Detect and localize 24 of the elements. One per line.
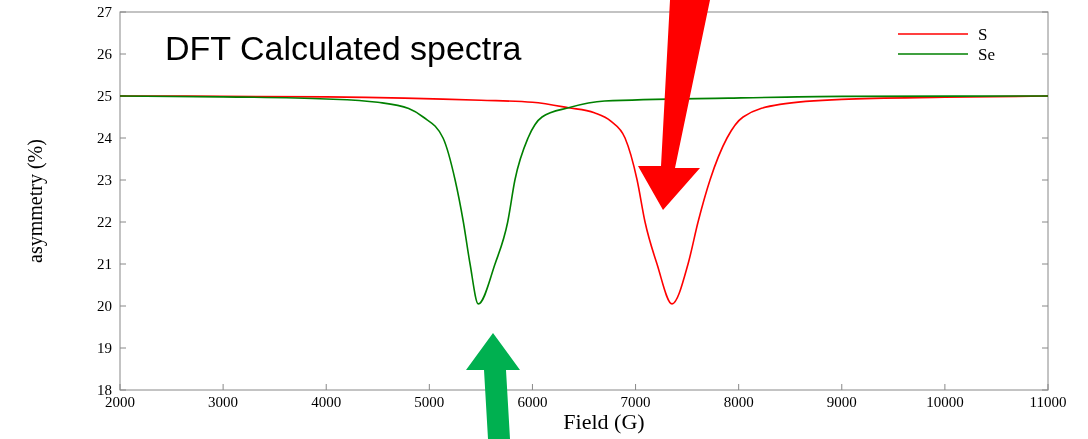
x-tick-label: 11000 — [1029, 394, 1067, 410]
y-tick-label: 23 — [97, 172, 112, 189]
y-tick-label: 25 — [97, 88, 112, 105]
y-tick-label: 24 — [97, 130, 113, 147]
x-tick-label: 3000 — [208, 394, 239, 410]
legend-label: Se — [978, 44, 995, 64]
y-tick-label: 26 — [97, 46, 113, 63]
x-tick-label: 10000 — [926, 394, 964, 410]
y-tick-label: 19 — [97, 340, 112, 357]
x-tick-label: 4000 — [311, 394, 342, 410]
x-axis-title: Field (G) — [563, 409, 645, 434]
x-tick-label: 5000 — [414, 394, 445, 410]
text: DFT Calculated spectra — [165, 29, 522, 67]
x-tick-label: 2000 — [105, 394, 135, 410]
x-tick-label: 8000 — [723, 394, 754, 410]
x-tick-label: 7000 — [620, 394, 651, 410]
y-tick-label: 21 — [97, 256, 112, 273]
x-tick-label: 6000 — [517, 394, 548, 410]
y-tick-label: 22 — [97, 214, 112, 231]
y-tick-label: 27 — [97, 4, 113, 21]
y-tick-label: 20 — [97, 298, 112, 315]
legend-label: S — [978, 24, 988, 44]
x-tick-label: 9000 — [826, 394, 857, 410]
y-axis-title: asymmetry (%) — [24, 139, 47, 263]
